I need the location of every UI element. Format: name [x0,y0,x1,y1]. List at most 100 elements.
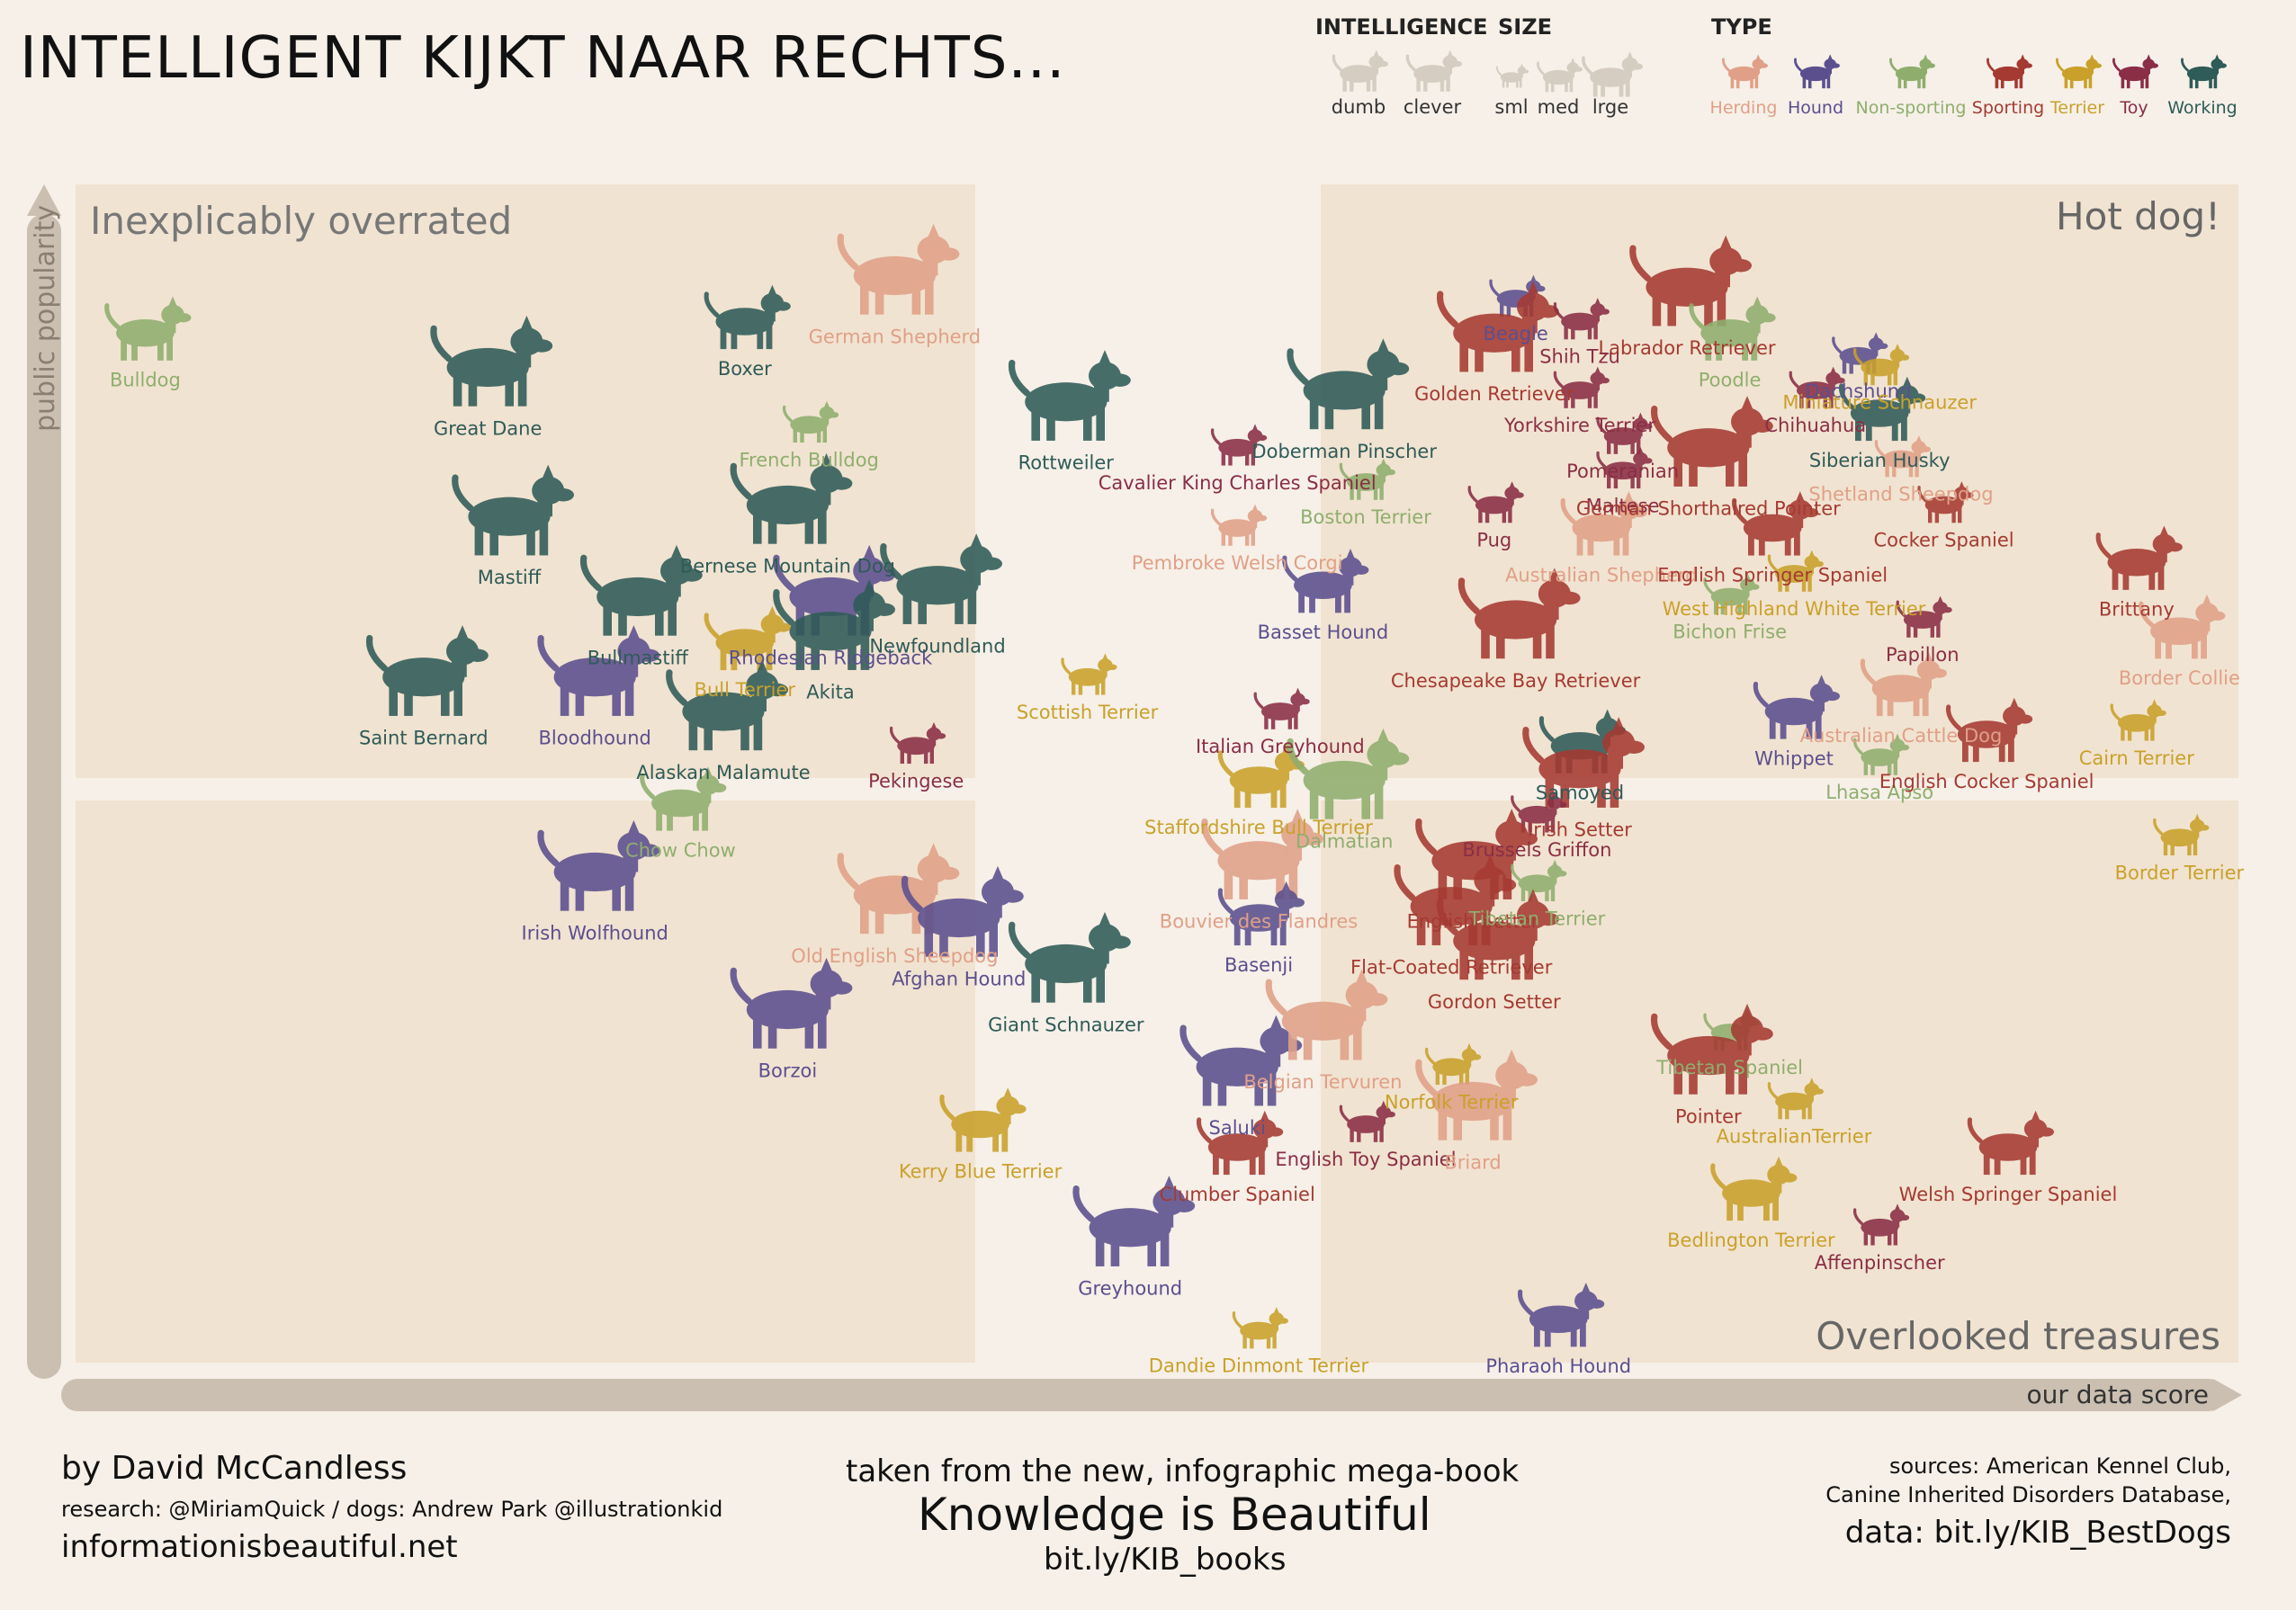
dog-icon-mastiff [452,464,574,556]
dog-icon-pomeranian [1596,412,1653,454]
dog-label-newfoundland: Newfoundland [869,636,1005,657]
dog-icon-poodle [1689,296,1776,361]
legend-type-non-sporting-label: Non-sporting [1856,98,1967,118]
dog-icon-alaskan-malamute [666,659,788,751]
dog-icon-irish-setter [1522,717,1645,808]
dog-label-dachshund: Dachshund [1805,380,1911,402]
dog-label-clumber-spaniel: Clumber Spaniel [1160,1184,1315,1205]
dog-icon-scottish-terrier [1061,653,1117,695]
dog-icon-akita [773,579,895,670]
dog-icon-maltese [1596,446,1653,489]
dog-icon-dalmatian [1287,728,1410,819]
legend-size-lrge-label: lrge [1592,96,1628,118]
dog-icon-border-collie [2139,594,2226,659]
dog-label-dandie-dinmont-terrier: Dandie Dinmont Terrier [1149,1355,1369,1377]
dog-label-bull-terrier: Bull Terrier [695,679,796,701]
dog-icon-german-shepherd [837,223,960,315]
dog-label-saint-bernard: Saint Bernard [359,728,489,749]
legend-intelligence-clever-icon [1405,49,1462,92]
legend-type-hound-icon [1794,54,1840,89]
dog-label-bernese-mountain-dog: Bernese Mountain Dog [680,555,895,577]
dog-label-kerry-blue-terrier: Kerry Blue Terrier [899,1160,1063,1182]
dog-icon-affenpinscher [1852,1203,1910,1246]
legend-type-herding-label: Herding [1710,98,1778,118]
footer-book-title: Knowledge is Beautiful [918,1489,1431,1541]
dog-label-english-cocker-spaniel: English Cocker Spaniel [1879,771,2094,792]
legend-type-non-sporting-icon [1889,54,1935,89]
dog-icon-english-springer-spaniel [1731,491,1819,556]
legend-type-herding-icon [1722,54,1768,89]
footer-book-link[interactable]: bit.ly/KIB_books [1044,1542,1287,1578]
dog-icon-west-highland-white-terrier [1767,550,1824,592]
dog-icon-french-bulldog [782,400,839,443]
dog-label-afghan-hound: Afghan Hound [892,968,1026,989]
legend-text: dumb clever sml med lrge Herding Hound Non-spor… [1332,96,2238,118]
dog-icon-newfoundland [880,533,1002,624]
dog-label-shetland-sheepdog: Shetland Sheepdog [1808,484,1993,505]
dog-icon-belgian-tervuren [1265,969,1388,1060]
dog-icon-lhasa-apso [1852,733,1910,775]
legend-type-working-label: Working [2167,98,2238,118]
dog-label-greyhound: Greyhound [1078,1278,1182,1300]
dog-icon-briard [1415,1049,1538,1140]
legend-intelligence-dumb-icon [1332,49,1388,92]
dog-label-bouvier-des-flandres: Bouvier des Flandres [1160,911,1358,933]
dog-label-great-dane: Great Dane [434,417,542,439]
dog-label-pomeranian: Pomeranian [1566,461,1679,482]
dog-label-chow-chow: Chow Chow [625,839,736,861]
dog-icon-australian-cattle-dog [1860,651,1947,717]
dog-icon-bernese-mountain-dog [730,452,853,544]
dog-icon-doberman-pinscher [1287,338,1410,430]
footer-data-link[interactable]: data: bit.ly/KIB_BestDogs [1844,1515,2231,1551]
dog-icon-whippet [1753,675,1840,739]
dog-label-english-springer-spaniel: English Springer Spaniel [1657,564,1888,586]
dog-label-bloodhound: Bloodhound [539,728,651,749]
dog-icon-saint-bernard [365,625,489,716]
dog-icon-basenji [1217,881,1305,946]
dog-icon-pekingese [889,721,946,765]
dog-label-english-setter: English Setter [1407,911,1539,933]
dog-icon-dachshund [1832,332,1888,374]
dog-label-gordon-setter: Gordon Setter [1428,991,1561,1013]
dog-label-affenpinscher: Affenpinscher [1815,1252,1945,1274]
legend-type-sporting-label: Sporting [1972,98,2044,118]
dog-label-miniature-schnauzer: Miniature Schnauzer [1782,392,1977,414]
dog-icon-bouvier-des-flandres [1201,809,1323,899]
dog-icon-brittany [2095,525,2183,590]
dog-label-brittany: Brittany [2099,599,2175,621]
dog-icon-kerry-blue-terrier [939,1087,1027,1152]
dog-label-siberian-husky: Siberian Husky [1809,450,1951,471]
dog-label-mastiff: Mastiff [478,567,542,588]
dog-label-rhodesian-ridgeback: Rhodesian Ridgeback [729,647,933,668]
dog-label-maltese: Maltese [1586,495,1660,516]
legend-type-heading: TYPE [1711,14,1772,40]
quadrant-panel-top-right [1321,184,2238,778]
dog-label-pug: Pug [1476,530,1511,551]
dog-label-tibetan-spaniel: Tibetan Spaniel [1655,1057,1803,1078]
dog-label-samoyed: Samoyed [1536,783,1624,804]
dog-label-australian-shepherd: Australian Shepherd [1505,564,1698,586]
dog-label-brussels-griffon: Brussels Griffon [1462,839,1611,861]
quadrant-label-overrated: Inexplicably overrated [90,199,512,243]
dog-label-briard: Briard [1444,1151,1501,1173]
legend-size-heading: SIZE [1498,14,1553,40]
dog-icon-greyhound [1072,1176,1196,1266]
dog-label-rottweiler: Rottweiler [1018,452,1115,474]
dog-label-borzoi: Borzoi [758,1060,818,1081]
dog-label-bedlington-terrier: Bedlington Terrier [1667,1230,1835,1251]
legend-icons [1332,49,2227,97]
quadrant-panel-bottom-left [76,801,975,1363]
dog-label-basset-hound: Basset Hound [1258,622,1389,643]
dog-label-tibetan-terrier: Tibetan Terrier [1467,908,1605,929]
dog-label-irish-setter: Irish Setter [1528,819,1632,841]
footer-sources-line1: sources: American Kennel Club, [1888,1453,2231,1479]
dog-label-akita: Akita [806,682,854,703]
dog-icon-bichon-frise [1703,573,1760,615]
dog-icon-norfolk-terrier [1424,1042,1482,1086]
footer-site-link[interactable]: informationisbeautiful.net [61,1529,458,1565]
legend-type-sporting-icon [1987,54,2032,89]
dog-label-whippet: Whippet [1754,747,1834,769]
legend-intelligence-clever-label: clever [1404,96,1462,118]
dog-label-giant-schnauzer: Giant Schnauzer [988,1014,1144,1035]
x-axis-bar [61,1379,2225,1411]
